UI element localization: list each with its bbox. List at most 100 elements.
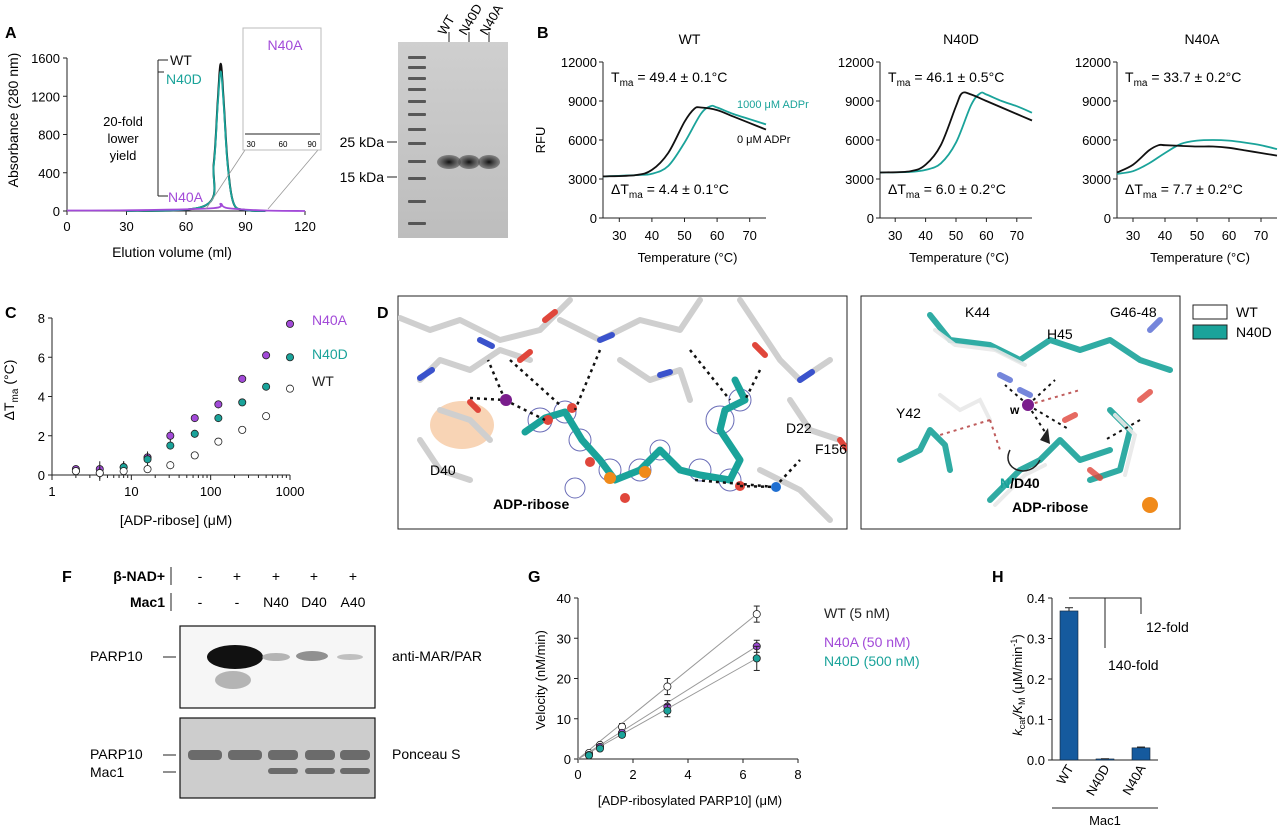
blot-band	[215, 671, 251, 689]
blot2-label-parp10: PARP10	[90, 746, 143, 762]
x-tick-label: 70	[1254, 228, 1268, 243]
y-tick-label: 3000	[845, 172, 874, 187]
panel-e: E	[860, 295, 1272, 530]
dtma-point-n40d	[214, 414, 223, 423]
chromatography-axes: 0 400 800 1200 1600 0 30 60 90 120	[31, 51, 316, 234]
panel-letter-a: A	[5, 25, 17, 42]
dtma-point-n40d	[166, 441, 175, 450]
x-tick-label: 0	[63, 219, 70, 234]
x-tick-label: 10	[124, 484, 138, 499]
ladder-band	[408, 88, 426, 91]
structure-frame	[860, 295, 1181, 530]
blot-band	[207, 645, 263, 669]
thermal-xlabel: Temperature (°C)	[1150, 250, 1250, 265]
x-tick-label: 50	[949, 228, 963, 243]
ladder-band	[408, 222, 426, 225]
residue-g46-48: G46-48	[1110, 304, 1157, 320]
inset-xtick: 60	[279, 140, 288, 149]
water-molecule	[1022, 399, 1034, 411]
y-tick-label: 0	[53, 204, 60, 219]
panel-letter-c: C	[5, 305, 17, 322]
dtma-point-n40a	[285, 319, 294, 328]
y-tick-label: 800	[38, 128, 60, 143]
legend-n40d: N40D (500 nM)	[824, 653, 920, 669]
dtma-plot: 0 2 4 6 8 1 10 100 1000 N40A N40D WT	[38, 311, 348, 499]
ligand-label-e: ADP-ribose	[1012, 499, 1088, 515]
structure-render-d	[398, 297, 847, 523]
y-tick-label: 0	[1104, 211, 1111, 226]
x-tick-label: 4	[684, 767, 691, 782]
dtma-point-wt	[238, 425, 247, 434]
fold-label-12: 12-fold	[1146, 619, 1189, 635]
trace-0uM-adpr	[879, 91, 1033, 174]
ladder-band	[408, 77, 426, 80]
gel-marker-15: 15 kDa	[340, 169, 385, 185]
dtma-point-n40a	[238, 374, 247, 383]
blot2-label-mac1: Mac1	[90, 764, 124, 780]
y-tick-label: 9000	[568, 94, 597, 109]
y-tick-label: 3000	[1082, 172, 1111, 187]
ladder-band	[408, 100, 426, 103]
gel-band-n40a	[478, 155, 500, 169]
panel-letter-f: F	[62, 569, 72, 586]
trace-0uM-adpr	[602, 106, 767, 178]
gel-band-wt	[437, 155, 461, 169]
x-tick-label: 8	[794, 767, 801, 782]
panel-letter-d: D	[377, 305, 389, 322]
x-tick-label: 100	[200, 484, 222, 499]
residue-y42: Y42	[896, 405, 921, 421]
x-tick-label: 120	[294, 219, 316, 234]
x-tick-label: 0	[574, 767, 581, 782]
residue-h45: H45	[1047, 326, 1073, 342]
dtma-point-n40d	[262, 382, 271, 391]
dtma-point-n40a	[262, 351, 271, 360]
trace-1000uM-adpr	[602, 104, 767, 178]
residue-d40: D40	[430, 462, 456, 478]
treatment-table: - + + + + - - N40 D40 A40	[198, 568, 366, 610]
y-tick-label: 1600	[31, 51, 60, 66]
y-tick-label: 9000	[1082, 94, 1111, 109]
dtma-point-n40d	[190, 429, 199, 438]
x-tick-label: 30	[1126, 228, 1140, 243]
thermal-panel-n40a: N40A 0 3000 6000 9000 12000 30 40 50 60 70 Temperat…	[1075, 31, 1278, 265]
y-tick-label: 6000	[845, 133, 874, 148]
y-tick-label: 4	[38, 390, 45, 405]
blot-band	[337, 654, 363, 660]
dtma-point-n40d	[238, 398, 247, 407]
y-tick-label: 12000	[561, 55, 597, 70]
y-tick-label: 10	[557, 712, 571, 727]
nad-cell: +	[272, 568, 280, 584]
series-label-n40a: N40A	[312, 312, 348, 328]
y-tick-label: 20	[557, 672, 571, 687]
gel-lane-wt: WT	[435, 12, 458, 37]
ladder-band	[408, 200, 426, 203]
inset-xtick: 90	[308, 140, 317, 149]
panel-letter-g: G	[528, 569, 540, 586]
chromatography-ylabel: Absorbance (280 nm)	[5, 53, 21, 188]
trace-0uM-adpr	[1116, 143, 1278, 174]
dtma-point-n40a	[214, 400, 223, 409]
thermal-panel-title: N40D	[943, 31, 979, 47]
yield-note-3: yield	[110, 148, 137, 163]
inset-connector	[267, 149, 319, 210]
y-tick-label: 1200	[31, 89, 60, 104]
nad-cell: +	[310, 568, 318, 584]
mac1-cell: A40	[341, 594, 366, 610]
trace-1000uM-adpr	[879, 91, 1033, 174]
kcat-km-bar-chart: 0.0 0.1 0.2 0.3 0.4 WT N40D N40A 140-fold 12-fold	[1027, 591, 1189, 798]
legend-wt-label: WT	[1236, 304, 1258, 320]
x-tick-label: 40	[645, 228, 659, 243]
bar-n40a	[1131, 747, 1151, 761]
legend-n40d: N40D	[166, 71, 202, 87]
blot-band	[262, 653, 290, 661]
n40a-trace	[66, 202, 306, 212]
dtma-point-wt	[190, 451, 199, 460]
x-tick-label: 1	[48, 484, 55, 499]
ladder-band	[408, 142, 426, 145]
mac1-cell: -	[198, 594, 203, 610]
ladder-band	[408, 160, 426, 163]
y-tick-label: 9000	[845, 94, 874, 109]
gel-ladder	[408, 56, 426, 225]
